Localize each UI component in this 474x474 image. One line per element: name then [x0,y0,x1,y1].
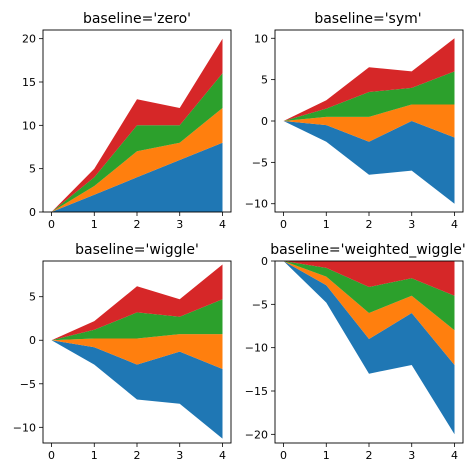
y-tick-label: 0 [29,206,36,219]
area-layer-green [51,299,223,341]
y-tick-label: 10 [254,32,268,45]
chart-title: baseline='weighted_wiggle' [270,242,465,258]
x-tick-label: 2 [134,449,141,462]
x-tick-label: 2 [366,449,373,462]
y-tick-label: −10 [245,342,268,355]
y-tick-label: −5 [252,298,268,311]
x-tick-label: 3 [408,218,415,231]
area-layer-green [51,73,223,212]
y-tick-label: 10 [22,119,36,132]
subplot-weighted-wiggle: baseline='weighted_wiggle' 0 1 2 3 4 −20 −15 −… [245,242,466,462]
area-layer-red [283,38,455,121]
area-layer-blue [51,142,223,212]
x-tick-label: 1 [323,218,330,231]
x-tick-label: 0 [280,449,287,462]
area-layer-green [283,261,455,331]
area-layer-orange [283,104,455,142]
y-tick-label: −20 [245,428,268,441]
x-tick-label: 4 [451,218,458,231]
y-tick-label: −5 [252,156,268,169]
y-tick-label: 5 [29,163,36,176]
y-tick-label: −5 [20,378,36,391]
y-tick-label: 15 [22,76,36,89]
y-tick-label: 0 [261,255,268,268]
y-tick-label: 20 [22,33,36,46]
x-tick-label: 2 [134,218,141,231]
x-tick-label: 0 [48,218,55,231]
x-tick-label: 4 [219,218,226,231]
area-layer-red [51,264,223,341]
x-tick-label: 3 [176,218,183,231]
x-tick-label: 3 [408,449,415,462]
area-layer-orange [51,334,223,369]
area-layer-blue [283,121,455,204]
y-tick-label: −15 [245,385,268,398]
subplot-zero: baseline='zero' 0 1 2 3 4 0 5 10 15 20 [22,11,232,231]
x-tick-label: 1 [91,218,98,231]
area-layer-orange [51,108,223,212]
x-tick-label: 4 [451,449,458,462]
y-tick-label: 0 [261,115,268,128]
x-tick-label: 1 [323,449,330,462]
subplot-wiggle: baseline='wiggle' 0 1 2 3 4 −10 −5 0 5 [13,242,232,462]
subplot-sym: baseline='sym' 0 1 2 3 4 −10 −5 0 5 10 [245,11,464,231]
x-tick-label: 0 [48,449,55,462]
x-tick-label: 2 [366,218,373,231]
y-tick-label: 0 [29,334,36,347]
y-tick-label: 5 [261,74,268,87]
area-layer-blue [51,340,223,439]
chart-title: baseline='sym' [314,11,421,27]
area-layer-green [283,71,455,121]
chart-title: baseline='wiggle' [75,242,199,258]
x-tick-label: 3 [176,449,183,462]
y-tick-label: −10 [13,421,36,434]
x-tick-label: 4 [219,449,226,462]
y-tick-label: 5 [29,291,36,304]
area-layer-blue [283,261,455,435]
chart-title: baseline='zero' [83,11,191,27]
x-tick-label: 1 [91,449,98,462]
y-tick-label: −10 [245,198,268,211]
area-layer-red [283,261,455,296]
x-tick-label: 0 [280,218,287,231]
